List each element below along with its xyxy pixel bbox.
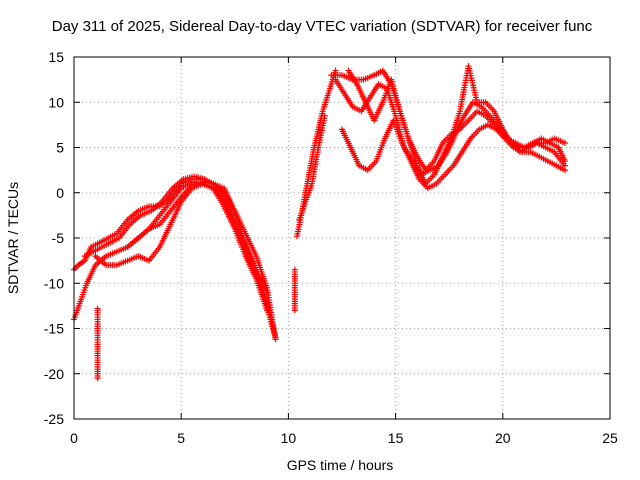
grid-lines: [74, 57, 610, 419]
x-axis-label: GPS time / hours: [287, 457, 394, 473]
series-spur-2: [291, 266, 298, 314]
y-tick-label: 5: [56, 140, 64, 156]
y-tick-label: -25: [44, 411, 64, 427]
series-spur-1: [94, 305, 101, 382]
y-tick-label: -5: [52, 230, 65, 246]
data-point: [561, 167, 568, 174]
series-arc-e: [124, 178, 279, 343]
data-point: [321, 112, 328, 119]
x-tick-label: 5: [177, 430, 185, 446]
y-tick-label: 0: [56, 185, 64, 201]
x-tick-label: 25: [602, 430, 618, 446]
data-point: [291, 307, 298, 314]
series-arc-g: [332, 76, 568, 178]
series-arc-f: [328, 67, 568, 174]
series-arc-c: [71, 178, 270, 323]
y-tick-label: -20: [44, 366, 64, 382]
y-tick-labels: -25 -20 -15 -10 -5 0 5 10 15: [44, 49, 64, 427]
y-tick-label: 10: [48, 94, 64, 110]
series-arc-i: [339, 117, 568, 192]
data-point: [561, 139, 568, 146]
series-rise-2: [296, 112, 328, 223]
series-arc-d: [92, 180, 270, 296]
y-tick-label: -10: [44, 275, 64, 291]
y-tick-label: -15: [44, 321, 64, 337]
data-point: [94, 375, 101, 382]
x-tick-labels: 0 5 10 15 20 25: [70, 430, 618, 446]
x-tick-label: 20: [495, 430, 511, 446]
data-point: [272, 336, 279, 343]
y-tick-label: 15: [48, 49, 64, 65]
plot-frame: [73, 56, 611, 420]
chart-title: Day 311 of 2025, Sidereal Day-to-day VTE…: [52, 18, 593, 35]
x-tick-label: 10: [281, 430, 297, 446]
y-axis-label: SDTVAR / TECUs: [5, 182, 21, 294]
x-tick-label: 15: [388, 430, 404, 446]
x-tick-label: 0: [70, 430, 78, 446]
data-points: [71, 63, 568, 382]
data-point: [561, 158, 568, 165]
